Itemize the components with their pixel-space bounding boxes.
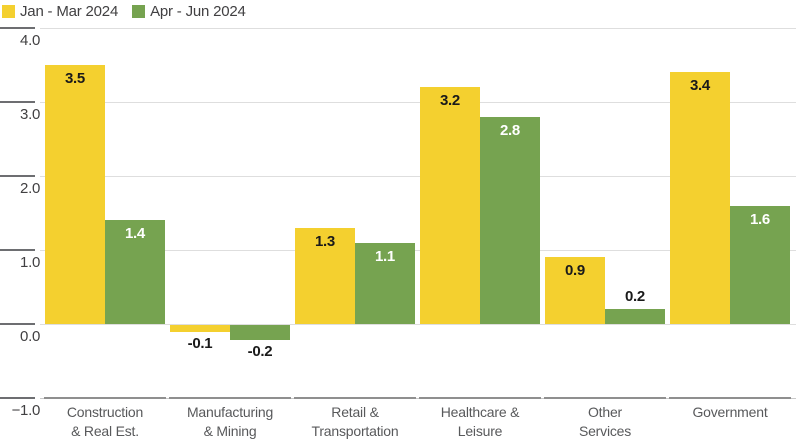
x-axis-label-line: Healthcare & [440, 404, 520, 420]
bar-value-label: 1.4 [125, 225, 145, 242]
bar-jan-mar [295, 228, 355, 324]
gridline [40, 28, 796, 29]
legend-swatch-jan-mar [2, 5, 15, 18]
gridline [40, 102, 796, 103]
y-axis-tick-label: 4.0 [20, 32, 40, 49]
legend-swatch-apr-jun [132, 5, 146, 18]
bar-value-label: 1.3 [315, 233, 335, 250]
x-axis-segment [169, 397, 291, 399]
chart-legend: Jan - Mar 2024 Apr - Jun 2024 [2, 3, 246, 20]
y-axis-tick [0, 397, 35, 399]
y-axis-tick-label: −1.0 [11, 402, 41, 419]
legend-item-apr-jun: Apr - Jun 2024 [132, 3, 246, 20]
bar-value-label: 1.1 [375, 248, 395, 265]
y-axis-tick-label: 2.0 [20, 180, 40, 197]
x-axis-label-line: Services [578, 423, 632, 439]
gridline [40, 398, 796, 399]
y-axis-tick [0, 101, 35, 103]
x-axis-label-line: Construction [66, 404, 144, 420]
y-axis-tick-label: 1.0 [20, 254, 40, 271]
x-axis-label-line: Transportation [311, 423, 399, 439]
bar-value-label: 0.2 [625, 288, 645, 305]
gridline [40, 250, 796, 251]
bar-jan-mar [170, 325, 230, 332]
x-axis-label-line: & Mining [203, 423, 257, 439]
bar-apr-jun [355, 243, 415, 324]
bar-jan-mar [545, 257, 605, 324]
bar-apr-jun [230, 325, 290, 340]
y-axis-tick [0, 323, 35, 325]
bar-value-label: 3.5 [65, 70, 85, 87]
x-axis-label-line: Manufacturing [186, 404, 274, 420]
bar-jan-mar [670, 72, 730, 324]
x-axis-segment [419, 397, 541, 399]
x-axis-label: Construction & Real Est. [39, 403, 171, 441]
x-axis-label: Manufacturing & Mining [164, 403, 296, 441]
gridline [40, 176, 796, 177]
x-axis-label-line: Other [587, 404, 622, 420]
x-axis-label-line: Leisure [457, 423, 503, 439]
x-axis-label-line: & Real Est. [71, 423, 139, 439]
y-axis-tick [0, 175, 35, 177]
bar-value-label: 0.9 [565, 262, 585, 279]
x-axis-segment [44, 397, 166, 399]
bar-jan-mar [420, 87, 480, 324]
bar-value-label: -0.2 [247, 343, 273, 360]
bar-value-label: 3.4 [690, 77, 710, 94]
bar-apr-jun [605, 309, 665, 324]
x-axis-label-line: Government [692, 404, 768, 420]
x-axis-label: Healthcare & Leisure [414, 403, 546, 441]
bar-jan-mar [45, 65, 105, 324]
x-axis-label-line: Retail & [331, 404, 379, 420]
bar-value-label: 3.2 [440, 92, 460, 109]
x-axis-segment [544, 397, 666, 399]
x-axis-segment [669, 397, 791, 399]
x-axis-label: Retail & Transportation [289, 403, 421, 441]
bar-value-label: 2.8 [500, 122, 520, 139]
bar-apr-jun [480, 117, 540, 324]
legend-item-jan-mar: Jan - Mar 2024 [2, 3, 118, 20]
legend-label-apr-jun: Apr - Jun 2024 [150, 3, 246, 20]
y-axis-tick [0, 27, 35, 29]
bar-value-label: -0.1 [187, 335, 213, 352]
bar-apr-jun [105, 220, 165, 324]
x-axis-label: Government [664, 403, 796, 422]
gridline [40, 324, 796, 325]
bar-apr-jun [730, 206, 790, 324]
x-axis-label: Other Services [539, 403, 671, 441]
bar-value-label: 1.6 [750, 211, 770, 228]
y-axis-tick-label: 3.0 [20, 106, 40, 123]
y-axis-tick-label: 0.0 [20, 328, 40, 345]
legend-label-jan-mar: Jan - Mar 2024 [20, 3, 119, 20]
y-axis-tick [0, 249, 35, 251]
x-axis-segment [294, 397, 416, 399]
